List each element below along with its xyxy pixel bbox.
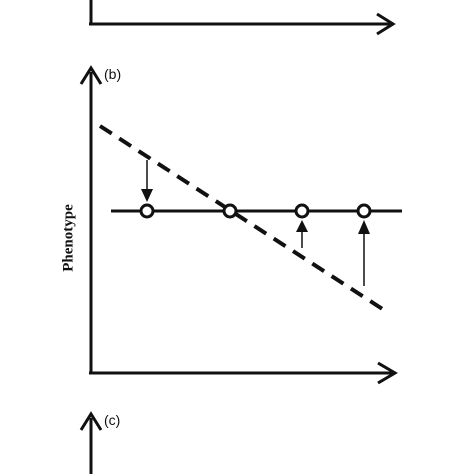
adjustment-arrows xyxy=(141,160,370,286)
panel-a-axes xyxy=(89,0,396,36)
panel-a-x-arrowhead xyxy=(376,12,396,36)
y-axis-label: Phenotype xyxy=(60,204,77,272)
arrow-down-1-head xyxy=(141,189,153,202)
arrow-up-4-head xyxy=(358,220,370,234)
data-points xyxy=(139,203,372,219)
panel-b-x-arrowhead xyxy=(377,361,398,385)
point-3 xyxy=(294,203,310,219)
panel-b-label: (b) xyxy=(104,66,122,82)
dashed-phenotype-line xyxy=(98,124,386,312)
point-2 xyxy=(222,203,238,219)
point-4 xyxy=(356,203,372,219)
panel-b-axes xyxy=(79,65,398,385)
panel-c-label: (c) xyxy=(104,412,121,428)
panel-c-y-arrowhead xyxy=(79,411,103,431)
panel-b-y-arrowhead xyxy=(79,65,103,85)
panel-c-axes xyxy=(79,411,103,474)
point-1 xyxy=(139,203,155,219)
arrow-up-3-head xyxy=(296,220,308,232)
